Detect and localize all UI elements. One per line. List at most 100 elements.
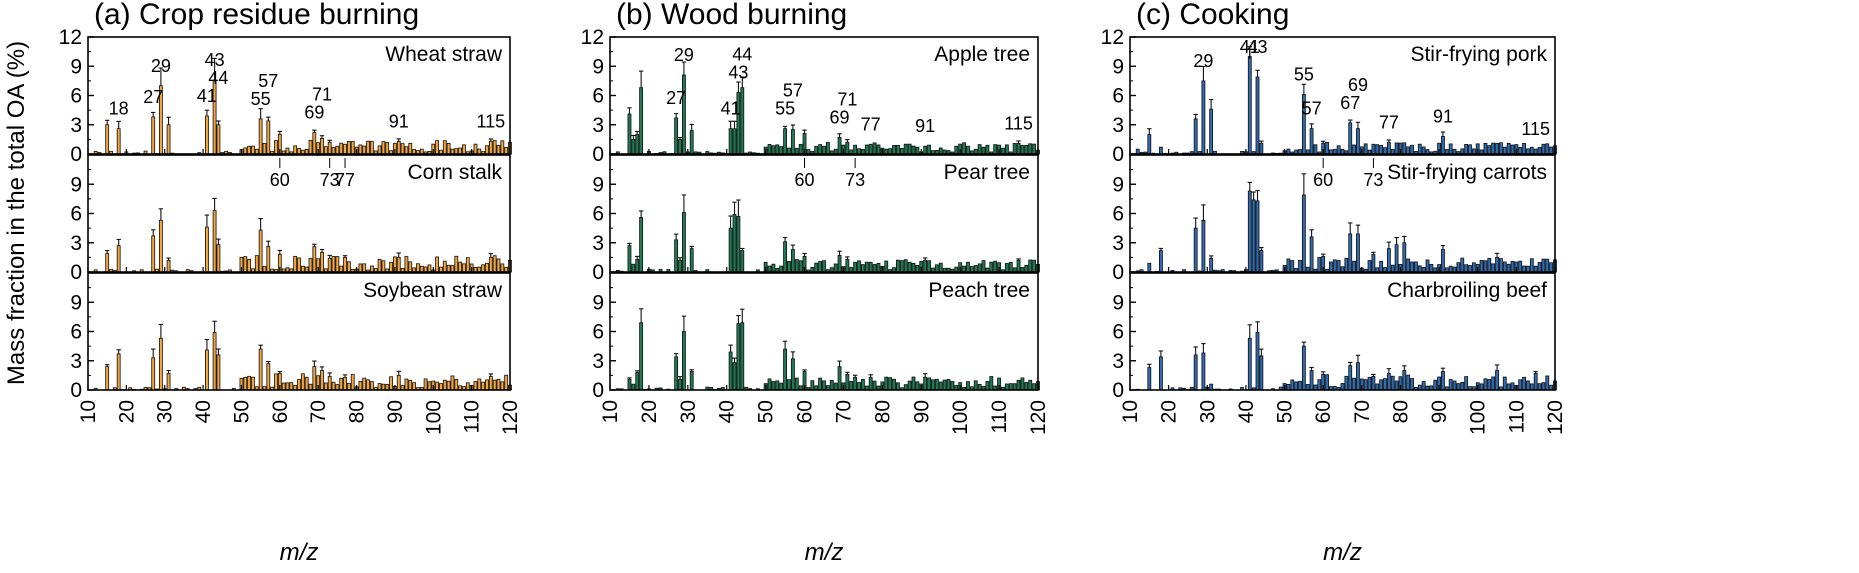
subplot-label: Apple tree	[934, 43, 1030, 66]
bar-mz-75	[335, 384, 340, 391]
bar-mz-111	[473, 381, 478, 391]
bar-mz-82	[362, 145, 367, 155]
bar-mz-64	[1336, 145, 1341, 155]
bar-mz-81	[1402, 370, 1407, 391]
bar-mz-31	[1209, 108, 1214, 155]
bar-mz-51	[767, 378, 772, 391]
bar-mz-44	[740, 250, 745, 273]
bar-mz-115	[488, 375, 493, 391]
bar-mz-65	[297, 257, 301, 273]
bar-mz-77	[343, 256, 347, 273]
bar-mz-41	[728, 351, 733, 391]
bar-mz-29	[158, 337, 163, 391]
bar-mz-82	[1406, 374, 1411, 391]
bar-mz-108	[462, 144, 466, 155]
annotation-label: 115	[1521, 119, 1550, 139]
bar-mz-116	[1537, 147, 1542, 155]
x-tick-label: 30	[1196, 400, 1219, 423]
bar-mz-83	[1410, 144, 1414, 155]
annotation-label: 41	[721, 99, 741, 119]
bar-mz-51	[1286, 258, 1291, 273]
bar-mz-92	[400, 143, 405, 155]
bar-mz-71	[1363, 143, 1368, 155]
bar-mz-93	[404, 378, 409, 391]
bar-mz-92	[927, 377, 931, 391]
bar-mz-16	[631, 263, 636, 273]
bar-mz-103	[1487, 379, 1492, 391]
bar-mz-31	[166, 373, 171, 391]
y-tick-label: 3	[1112, 232, 1124, 255]
bar-mz-86	[1421, 146, 1426, 155]
x-tick-label: 50	[230, 400, 253, 423]
bar-mz-51	[243, 147, 248, 155]
bar-mz-77	[868, 261, 873, 273]
bar-mz-73	[1371, 143, 1376, 155]
annotation-label: 60	[1313, 170, 1333, 190]
y-tick-label: 9	[592, 55, 604, 78]
bar-mz-81	[884, 260, 889, 273]
y-tick-label: 0	[70, 261, 82, 284]
bar-mz-97	[1464, 264, 1469, 273]
bar-mz-66	[1344, 257, 1349, 273]
bar-mz-41	[205, 349, 209, 391]
bar-mz-94	[408, 142, 413, 155]
y-tick-label: 6	[592, 321, 604, 344]
annotation-label: 57	[258, 71, 278, 91]
bar-mz-94	[408, 261, 413, 273]
bar-mz-51	[243, 376, 248, 391]
bar-mz-107	[1502, 146, 1507, 155]
bar-mz-111	[1001, 147, 1005, 155]
bar-mz-41	[205, 226, 209, 273]
x-axis-label: m/z	[280, 539, 319, 566]
bar-mz-91	[923, 145, 928, 155]
bar-mz-53	[1294, 381, 1299, 391]
bar-mz-65	[822, 380, 826, 391]
bar-mz-93	[404, 146, 409, 155]
x-tick-label: 120	[1027, 400, 1050, 435]
bar-mz-117	[496, 145, 501, 155]
bar-mz-96	[1460, 257, 1465, 273]
bar-mz-91	[923, 376, 928, 391]
bar-mz-91	[1441, 136, 1445, 155]
bar-mz-66	[300, 265, 305, 273]
bar-mz-112	[1004, 383, 1009, 391]
bar-mz-57	[266, 120, 271, 155]
subplot-label: Peach tree	[928, 279, 1030, 302]
x-tick-label: 80	[1389, 400, 1412, 423]
panel-title: (b) Wood burning	[616, 0, 847, 31]
bar-mz-74	[857, 382, 861, 391]
bar-mz-88	[911, 145, 916, 155]
bar-mz-78	[1390, 375, 1395, 391]
annotation-label: 115	[1004, 113, 1033, 133]
annotation-label: 27	[666, 88, 686, 108]
bar-mz-118	[500, 263, 505, 273]
bar-mz-119	[1549, 262, 1554, 273]
bar-mz-114	[1529, 258, 1534, 273]
bar-mz-118	[1028, 259, 1033, 273]
x-tick-label: 40	[192, 400, 215, 423]
bar-mz-52	[247, 145, 252, 155]
bar-series	[1135, 46, 1557, 155]
x-axis-label: m/z	[1323, 539, 1362, 566]
bar-mz-97	[1464, 376, 1469, 391]
bar-mz-87	[1425, 259, 1430, 273]
bar-mz-16	[631, 138, 636, 155]
bar-mz-53	[775, 144, 780, 155]
annotation-label: 41	[1240, 37, 1260, 57]
bar-mz-113	[1526, 265, 1530, 273]
bar-mz-41	[728, 128, 733, 155]
bar-mz-57	[1309, 128, 1314, 155]
y-tick-label: 6	[70, 85, 82, 108]
bar-mz-106	[981, 260, 986, 273]
y-tick-label: 0	[1112, 379, 1124, 402]
bar-mz-74	[1375, 144, 1380, 155]
bar-mz-84	[1414, 261, 1418, 273]
bar-mz-118	[1545, 375, 1550, 391]
bar-mz-62	[1329, 261, 1333, 273]
bar-mz-82	[1406, 258, 1411, 273]
bar-mz-119	[504, 146, 509, 155]
subplot-label: Charbroiling beef	[1387, 279, 1547, 302]
bar-mz-106	[454, 255, 459, 273]
